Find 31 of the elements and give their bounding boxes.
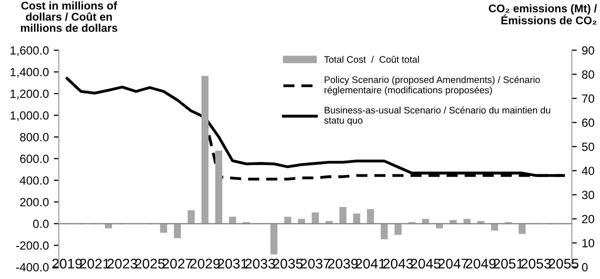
y2-tick-label: 40 — [582, 166, 594, 176]
y2-tick-label: 30 — [582, 190, 594, 200]
y-tick-label: 200.0 — [20, 198, 49, 206]
y-tick-label: 1,400.0 — [10, 68, 49, 78]
y2-tick-label: 50 — [582, 142, 594, 151]
x-tick-label: 2021 — [80, 258, 110, 269]
y2-tick-label: 70 — [582, 94, 594, 103]
y2-tick-label: 10 — [582, 238, 594, 248]
x-tick-label: 2023 — [107, 258, 138, 269]
y2-tick-label: 60 — [582, 118, 594, 127]
y-tick-label: 1,000.0 — [10, 111, 49, 122]
y-tick-label: -400.0 — [16, 263, 49, 272]
legend-label: Policy Scenario (proposed Amendments) / Scénario réglementaire (modifications proposées) — [324, 76, 540, 96]
y-tick-label: 600.0 — [20, 154, 49, 164]
y2-tick-label: 20 — [582, 214, 594, 224]
x-tick-label: 2019 — [52, 258, 82, 269]
y2-tick-label: 80 — [582, 70, 594, 79]
y-tick-label: 0.0 — [33, 220, 49, 228]
y-tick-label: 1,600.0 — [10, 46, 49, 56]
legend-label: Total Cost / Coût total — [324, 56, 419, 63]
y2-tick-label: 0 — [582, 263, 588, 272]
x-tick-label: 2049 — [466, 258, 496, 269]
y-tick-label: -200.0 — [16, 241, 49, 250]
y-axis-title: Cost in millions of dollars / Coût en millions de dollars — [20, 1, 118, 32]
y-tick-label: 400.0 — [20, 176, 49, 185]
x-tick-label: 2051 — [494, 258, 524, 269]
y2-axis-title: CO₂ emissions (Mt) / Émissions de CO₂ — [488, 4, 597, 25]
y2-tick-label: 90 — [582, 46, 594, 55]
y-tick-label: 1,200.0 — [10, 90, 49, 100]
y-tick-label: 800.0 — [20, 132, 49, 142]
legend-label: Business-as-usual Scenario / Scénario du maintien du statu quo — [324, 106, 550, 126]
